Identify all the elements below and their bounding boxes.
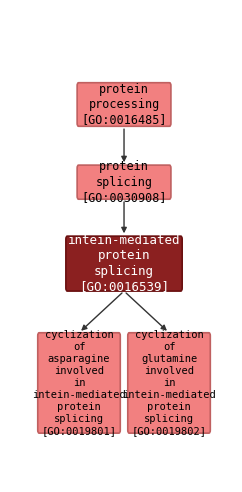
Text: protein
splicing
[GO:0030908]: protein splicing [GO:0030908] [81,160,167,204]
Text: cyclization
of
glutamine
involved
in
intein-mediated
protein
splicing
[GO:001980: cyclization of glutamine involved in int… [122,330,216,436]
FancyBboxPatch shape [77,165,171,199]
Text: cyclization
of
asparagine
involved
in
intein-mediated
protein
splicing
[GO:00198: cyclization of asparagine involved in in… [32,330,126,436]
FancyBboxPatch shape [66,236,182,291]
FancyBboxPatch shape [77,83,171,126]
FancyBboxPatch shape [128,333,210,433]
FancyBboxPatch shape [38,333,120,433]
Text: protein
processing
[GO:0016485]: protein processing [GO:0016485] [81,83,167,126]
Text: intein-mediated
protein
splicing
[GO:0016539]: intein-mediated protein splicing [GO:001… [68,234,180,293]
